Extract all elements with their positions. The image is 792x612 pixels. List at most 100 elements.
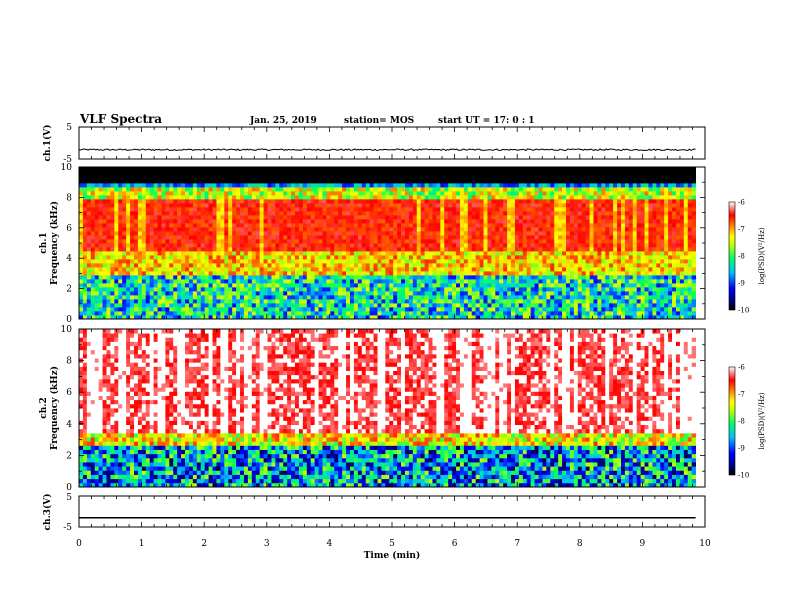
spectrogram-cell [357,259,363,264]
spectrogram-cell [173,219,178,224]
spectrogram-cell [566,227,571,232]
spectrogram-cell [397,239,402,244]
spectrogram-cell [169,307,174,312]
spectrogram-cell [334,255,339,260]
spectrogram-cell [503,275,508,280]
spectrogram-cell [416,207,422,212]
spectrogram-cell [522,255,528,260]
spectrogram-cell [334,179,339,184]
spectrogram-cell [153,311,158,316]
spectrogram-cell [90,179,96,184]
spectrogram-cell [298,267,304,272]
spectrogram-cell [577,251,583,256]
spectrogram-cell [200,291,206,296]
spectrogram-cell [161,271,166,276]
spectrogram-cell [428,303,433,308]
spectrogram-cell [200,175,206,180]
spectrogram-cell [511,303,516,308]
spectrogram-cell [220,175,225,180]
spectrogram-cell [420,315,426,320]
spectrogram-cell [397,307,402,312]
spectrogram-cell [581,271,587,276]
ch1-ytick-bottom: -5 [63,155,72,165]
spectrogram-cell [467,215,473,220]
spectrogram-cell [236,187,241,192]
spectrogram-cell [483,235,488,240]
spectrogram-cell [511,275,516,280]
spectrogram-cell [444,227,449,232]
spectrogram-cell [404,299,410,304]
spectrogram-cell [126,223,131,228]
spectrogram-cell [342,247,347,252]
spectrogram-cell [542,279,547,284]
spectrogram-cell [102,251,107,256]
spectrogram-cell [279,315,284,320]
spectrogram-cell [82,259,88,264]
spectrogram-cell [526,287,532,292]
spectrogram-cell [554,307,559,312]
spectrogram-cell [86,275,92,280]
spectrogram-cell [518,315,524,320]
spectrogram-cell [212,315,217,320]
spectrogram-cell [133,211,139,216]
spectrogram-cell [212,191,217,196]
spectrogram-cell [126,211,131,216]
spectrogram-cell [298,271,304,276]
spectrogram-cell [499,295,504,300]
spectrogram-cell [212,255,217,260]
spectrogram-cell [448,223,453,228]
spectrogram-cell [569,287,575,292]
spectrogram-cell [263,307,268,312]
spectrogram-cell [224,231,229,236]
spectrogram-cell [487,167,492,172]
spectrogram-cell [463,295,469,300]
spectrogram-cell [314,291,319,296]
spectrogram-cell [318,215,323,220]
spectrogram-cell [169,187,174,192]
spectrogram-cell [397,275,402,280]
spectrogram-cell [514,223,520,228]
spectrogram-cell [538,235,543,240]
spectrogram-cell [444,291,449,296]
spectrogram-cell [401,227,406,232]
spectrogram-cell [126,175,131,180]
spectrogram-cell [397,255,402,260]
spectrogram-cell [334,271,339,276]
spectrogram-cell [408,311,414,316]
spectrogram-cell [271,211,276,216]
spectrogram-cell [412,303,418,308]
spectrogram-cell [581,307,587,312]
spectrogram-cell [495,307,500,312]
spectrogram-cell [177,291,182,296]
spectrogram-cell [98,287,103,292]
spectrogram-cell [562,171,567,176]
spectrogram-cell [157,199,162,204]
spectrogram-cell [79,231,84,236]
spectrogram-cell [271,219,276,224]
spectrogram-cell [122,239,127,244]
spectrogram-cell [86,295,92,300]
spectrogram-cell [448,247,453,252]
spectrogram-cell [291,219,296,224]
spectrogram-cell [267,207,272,212]
spectrogram-cell [428,195,433,200]
spectrogram-cell [495,275,500,280]
spectrogram-cell [581,267,587,272]
spectrogram-cell [279,243,284,248]
spectrogram-cell [90,235,96,240]
spectrogram-cell [507,299,512,304]
spectrogram-cell [522,291,528,296]
spectrogram-cell [518,247,524,252]
spectrogram-cell [204,307,210,312]
spectrogram-cell [558,267,563,272]
spectrogram-cell [177,303,182,308]
spectrogram-cell [573,287,579,292]
spectrogram-cell [448,251,453,256]
spectrogram-cell [338,259,343,264]
spectrogram-cell [302,267,308,272]
spectrogram-cell [137,223,143,228]
spectrogram-cell [247,255,253,260]
spectrogram-cell [240,315,245,320]
spectrogram-cell [255,303,261,308]
spectrogram-cell [581,287,587,292]
